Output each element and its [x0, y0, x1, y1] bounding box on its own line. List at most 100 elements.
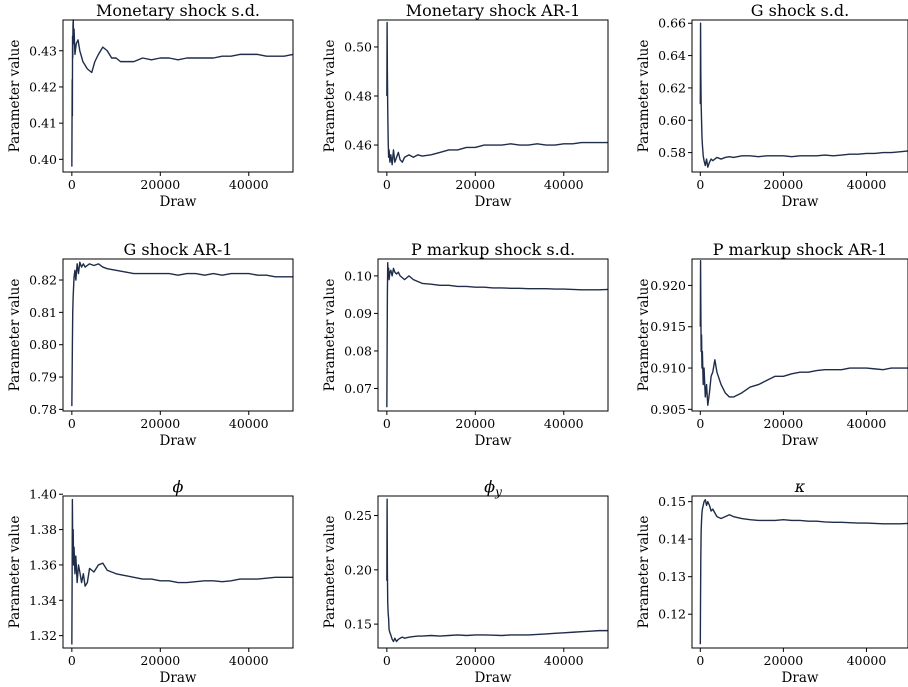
x-axis-label: Draw: [160, 670, 197, 686]
y-tick-label: 0.08: [344, 343, 372, 358]
y-tick-label: 0.10: [344, 268, 372, 283]
y-tick-label: 0.40: [29, 152, 57, 167]
x-axis-label: Draw: [475, 194, 512, 210]
panel-6: 0 20000 40000 0.905 0.910 0.915 0.920 P markup …: [636, 240, 908, 449]
y-axis-label: Parameter value: [7, 40, 23, 153]
y-tick-label: 0.09: [344, 306, 372, 321]
x-tick-label: 20000: [140, 177, 180, 192]
y-tick-label: 1.34: [29, 593, 57, 608]
y-tick-label: 0.46: [344, 138, 372, 153]
panel-8: 0 20000 40000 0.15 0.20 0.25 ϕy Draw Parameter v…: [322, 477, 609, 686]
y-tick-label: 0.58: [658, 145, 686, 160]
panel-title: Monetary shock s.d.: [96, 1, 260, 20]
x-axis-label: Draw: [475, 433, 512, 449]
x-tick-label: 40000: [544, 653, 584, 668]
x-tick-label: 40000: [229, 416, 269, 431]
plot-frame: [62, 19, 294, 173]
x-tick-label: 40000: [847, 416, 887, 431]
y-tick-label: 0.915: [650, 319, 686, 334]
panel-3: 0 20000 40000 0.58 0.60 0.62 0.64 0.66 G shock s…: [636, 1, 908, 210]
panel-1: 0 20000 40000 0.40 0.41 0.42 0.43 Monetary shoc…: [7, 1, 294, 210]
panel-7: 0 20000 40000 1.32 1.34 1.36 1.38 1.40 ϕ Draw Para…: [7, 477, 294, 686]
x-tick-label: 40000: [229, 653, 269, 668]
x-tick-label: 0: [383, 416, 391, 431]
y-axis-label: Parameter value: [7, 279, 23, 392]
plot-frame: [62, 258, 294, 412]
y-tick-label: 0.14: [658, 532, 686, 547]
x-tick-label: 20000: [140, 653, 180, 668]
y-tick-label: 0.48: [344, 89, 372, 104]
panel-title: ϕy: [484, 477, 502, 499]
y-tick-label: 0.60: [658, 113, 686, 128]
panel-5: 0 20000 40000 0.07 0.08 0.09 0.10 P markup shoc…: [322, 240, 609, 449]
y-tick-label: 0.81: [29, 305, 57, 320]
x-tick-label: 0: [383, 177, 391, 192]
series-line: [71, 19, 294, 167]
panel-9: 0 20000 40000 0.12 0.13 0.14 0.15 κ Draw Paramete…: [636, 477, 908, 686]
y-axis-label: Parameter value: [636, 516, 652, 629]
series-line: [699, 499, 908, 645]
y-tick-label: 1.36: [29, 557, 57, 572]
y-tick-label: 1.38: [29, 522, 57, 537]
y-tick-label: 0.910: [650, 361, 686, 376]
y-tick-label: 0.64: [658, 48, 686, 63]
x-tick-label: 0: [696, 416, 704, 431]
y-axis-label: Parameter value: [322, 279, 338, 392]
y-tick-label: 0.905: [650, 402, 686, 417]
x-tick-label: 0: [696, 177, 704, 192]
x-axis-label: Draw: [160, 194, 197, 210]
y-tick-label: 0.15: [344, 617, 372, 632]
x-tick-label: 20000: [764, 177, 804, 192]
panel-4: 0 20000 40000 0.78 0.79 0.80 0.81 0.82 G shock A…: [7, 240, 294, 449]
y-tick-label: 0.20: [344, 562, 372, 577]
y-tick-label: 0.43: [29, 43, 57, 58]
y-tick-label: 0.13: [658, 569, 686, 584]
series-line: [386, 498, 608, 643]
x-axis-label: Draw: [160, 433, 197, 449]
panel-title: G shock s.d.: [751, 1, 849, 20]
x-tick-label: 20000: [455, 416, 495, 431]
series-line: [386, 21, 608, 166]
x-tick-label: 20000: [764, 416, 804, 431]
y-tick-label: 0.78: [29, 402, 57, 417]
y-tick-label: 0.920: [650, 278, 686, 293]
panel-title: G shock AR-1: [124, 240, 233, 259]
y-tick-label: 1.32: [29, 628, 57, 643]
y-tick-label: 0.79: [29, 370, 57, 385]
panel-title: P markup shock AR-1: [713, 240, 888, 259]
plot-frame: [377, 495, 609, 649]
plot-frame: [62, 495, 294, 649]
y-axis-label: Parameter value: [7, 516, 23, 629]
y-axis-label: Parameter value: [322, 40, 338, 153]
y-axis-label: Parameter value: [636, 40, 652, 153]
series-line: [699, 22, 908, 168]
plot-frame: [377, 258, 609, 412]
x-tick-label: 0: [68, 177, 76, 192]
plot-frame: [691, 19, 908, 173]
x-tick-label: 40000: [847, 653, 887, 668]
y-tick-label: 0.42: [29, 79, 57, 94]
y-tick-label: 0.50: [344, 39, 372, 54]
y-tick-label: 1.40: [29, 487, 57, 502]
x-tick-label: 0: [68, 653, 76, 668]
y-tick-label: 0.62: [658, 80, 686, 95]
x-tick-label: 40000: [847, 177, 887, 192]
y-tick-label: 0.25: [344, 508, 372, 523]
plot-frame: [377, 19, 609, 173]
x-tick-label: 20000: [455, 653, 495, 668]
x-tick-label: 20000: [764, 653, 804, 668]
panel-title: P markup shock s.d.: [411, 240, 575, 259]
x-tick-label: 20000: [140, 416, 180, 431]
y-axis-label: Parameter value: [636, 279, 652, 392]
y-axis-label: Parameter value: [322, 516, 338, 629]
y-tick-label: 0.80: [29, 337, 57, 352]
panel-title: κ: [794, 477, 806, 496]
panel-2: 0 20000 40000 0.46 0.48 0.50 Monetary shock AR…: [322, 1, 609, 210]
y-tick-label: 0.15: [658, 494, 686, 509]
y-tick-label: 0.82: [29, 273, 57, 288]
series-line: [699, 259, 908, 406]
x-axis-label: Draw: [782, 433, 819, 449]
x-tick-label: 0: [383, 653, 391, 668]
x-axis-label: Draw: [475, 670, 512, 686]
